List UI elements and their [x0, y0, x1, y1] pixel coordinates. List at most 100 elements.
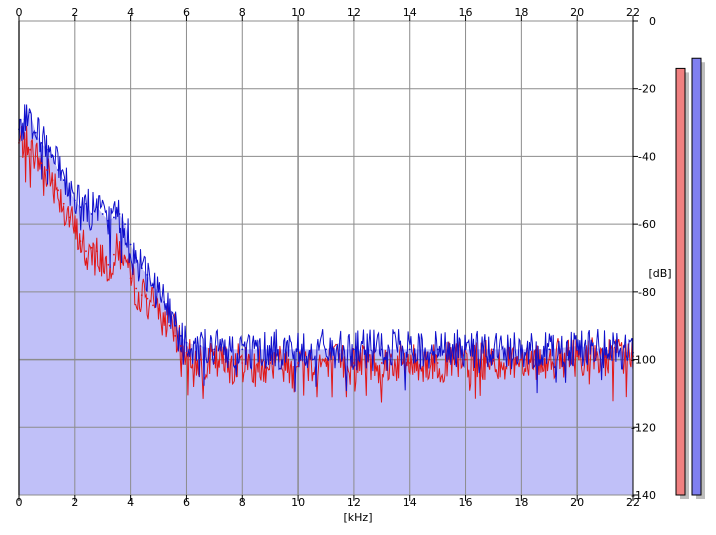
red-channel-point	[85, 250, 87, 253]
red-channel-point	[96, 250, 98, 253]
red-channel-point	[213, 362, 216, 364]
x-tick-label-bottom: 2	[71, 496, 78, 509]
red-channel-point	[297, 362, 299, 364]
red-channel-point	[101, 257, 104, 259]
red-channel-point	[57, 189, 59, 192]
x-tick-label-bottom: 16	[459, 496, 473, 509]
y-tick-label: -20	[638, 83, 656, 96]
red-channel-point	[129, 277, 132, 280]
tick-label-layer: 002244668810101212141416161818202022220-…	[16, 6, 672, 524]
blue-channel-point	[146, 274, 149, 276]
grid-layer	[18, 20, 634, 496]
blue-channel-point	[79, 206, 82, 209]
blue-channel-point	[241, 348, 244, 351]
blue-channel-point	[107, 219, 110, 222]
red-channel-point	[51, 179, 54, 182]
y-tick-label: -60	[638, 218, 656, 231]
red-channel-point	[152, 304, 154, 307]
red-channel-point	[464, 358, 467, 361]
blue-channel-point	[163, 301, 166, 303]
red-channel-point	[46, 169, 48, 171]
red-channel-point	[492, 358, 495, 361]
red-channel-point	[199, 358, 202, 361]
red-channel-point	[168, 324, 171, 327]
x-tick-label-bottom: 18	[514, 496, 528, 509]
red-channel-point	[62, 202, 65, 205]
red-channel-point	[604, 355, 606, 358]
spectrum-fill-layer	[19, 112, 633, 496]
blue-channel-point	[180, 335, 182, 337]
spectrum-fill-area	[19, 112, 633, 496]
x-tick-label-bottom: 14	[403, 496, 417, 509]
y-tick-label: -120	[631, 421, 656, 434]
red-channel-point	[185, 351, 188, 354]
blue-channel-point	[46, 148, 48, 151]
blue-channel-point	[464, 348, 467, 351]
blue-channel-point	[174, 324, 177, 327]
red-channel-point	[135, 287, 138, 290]
blue-channel-point	[576, 345, 579, 347]
x-tick-label-top: 16	[459, 6, 473, 19]
blue-channel-point	[408, 348, 411, 351]
red-channel-point	[146, 297, 149, 300]
blue-channel-point	[157, 291, 160, 293]
axis-layer	[18, 15, 638, 501]
blue-channel-point	[85, 202, 87, 205]
red-channel-point	[380, 362, 383, 364]
blue-channel-point	[101, 213, 104, 215]
red-channel-point	[157, 307, 160, 310]
red-channel-point	[269, 362, 272, 364]
x-tick-label-bottom: 12	[347, 496, 361, 509]
blue-channel-point	[380, 348, 383, 351]
x-tick-label-bottom: 6	[183, 496, 190, 509]
y-tick-label: -100	[631, 354, 656, 367]
blue-channel-point	[57, 169, 59, 171]
red-channel-point	[113, 253, 115, 256]
red-channel-point	[576, 355, 579, 358]
blue-channel-point	[436, 348, 439, 351]
red-channel-point	[436, 362, 439, 364]
level-meters	[675, 57, 705, 500]
red-channel-point	[241, 362, 244, 364]
y-tick-label: -80	[638, 286, 656, 299]
red-channel-point	[68, 216, 71, 219]
left-level-meter-bar	[675, 67, 686, 496]
x-axis-label: [kHz]	[344, 511, 373, 524]
blue-channel-point	[604, 348, 606, 351]
x-tick-label-top: 10	[291, 6, 305, 19]
blue-channel-point	[96, 206, 98, 209]
x-tick-label-top: 14	[403, 6, 417, 19]
blue-channel-point	[492, 348, 495, 351]
blue-channel-point	[325, 348, 327, 351]
red-channel-point	[23, 138, 26, 141]
x-tick-label-bottom: 22	[626, 496, 640, 509]
red-channel-point	[408, 362, 411, 364]
blue-channel-point	[135, 257, 138, 259]
blue-channel-point	[213, 348, 216, 351]
blue-channel-point	[353, 348, 355, 351]
blue-channel-point	[23, 118, 26, 121]
red-channel-point	[118, 250, 121, 253]
blue-channel-point	[269, 348, 272, 351]
blue-channel-point	[62, 179, 65, 182]
red-channel-point	[548, 358, 551, 361]
red-channel-point	[107, 263, 110, 266]
red-channel-point	[325, 362, 327, 364]
blue-channel-point	[68, 189, 71, 192]
x-tick-label-top: 8	[239, 6, 246, 19]
blue-channel-point	[129, 243, 132, 246]
blue-channel-point	[185, 341, 188, 344]
x-tick-label-top: 12	[347, 6, 361, 19]
red-channel-point	[34, 155, 37, 158]
blue-channel-point	[520, 348, 523, 351]
x-tick-label-top: 4	[127, 6, 134, 19]
red-channel-point	[124, 257, 126, 259]
blue-channel-point	[29, 111, 32, 114]
blue-channel-point	[113, 216, 115, 219]
x-tick-label-top: 20	[570, 6, 584, 19]
blue-channel-point	[90, 213, 93, 215]
red-channel-point	[353, 362, 355, 364]
red-channel-point	[520, 358, 523, 361]
red-channel-point	[163, 318, 166, 320]
